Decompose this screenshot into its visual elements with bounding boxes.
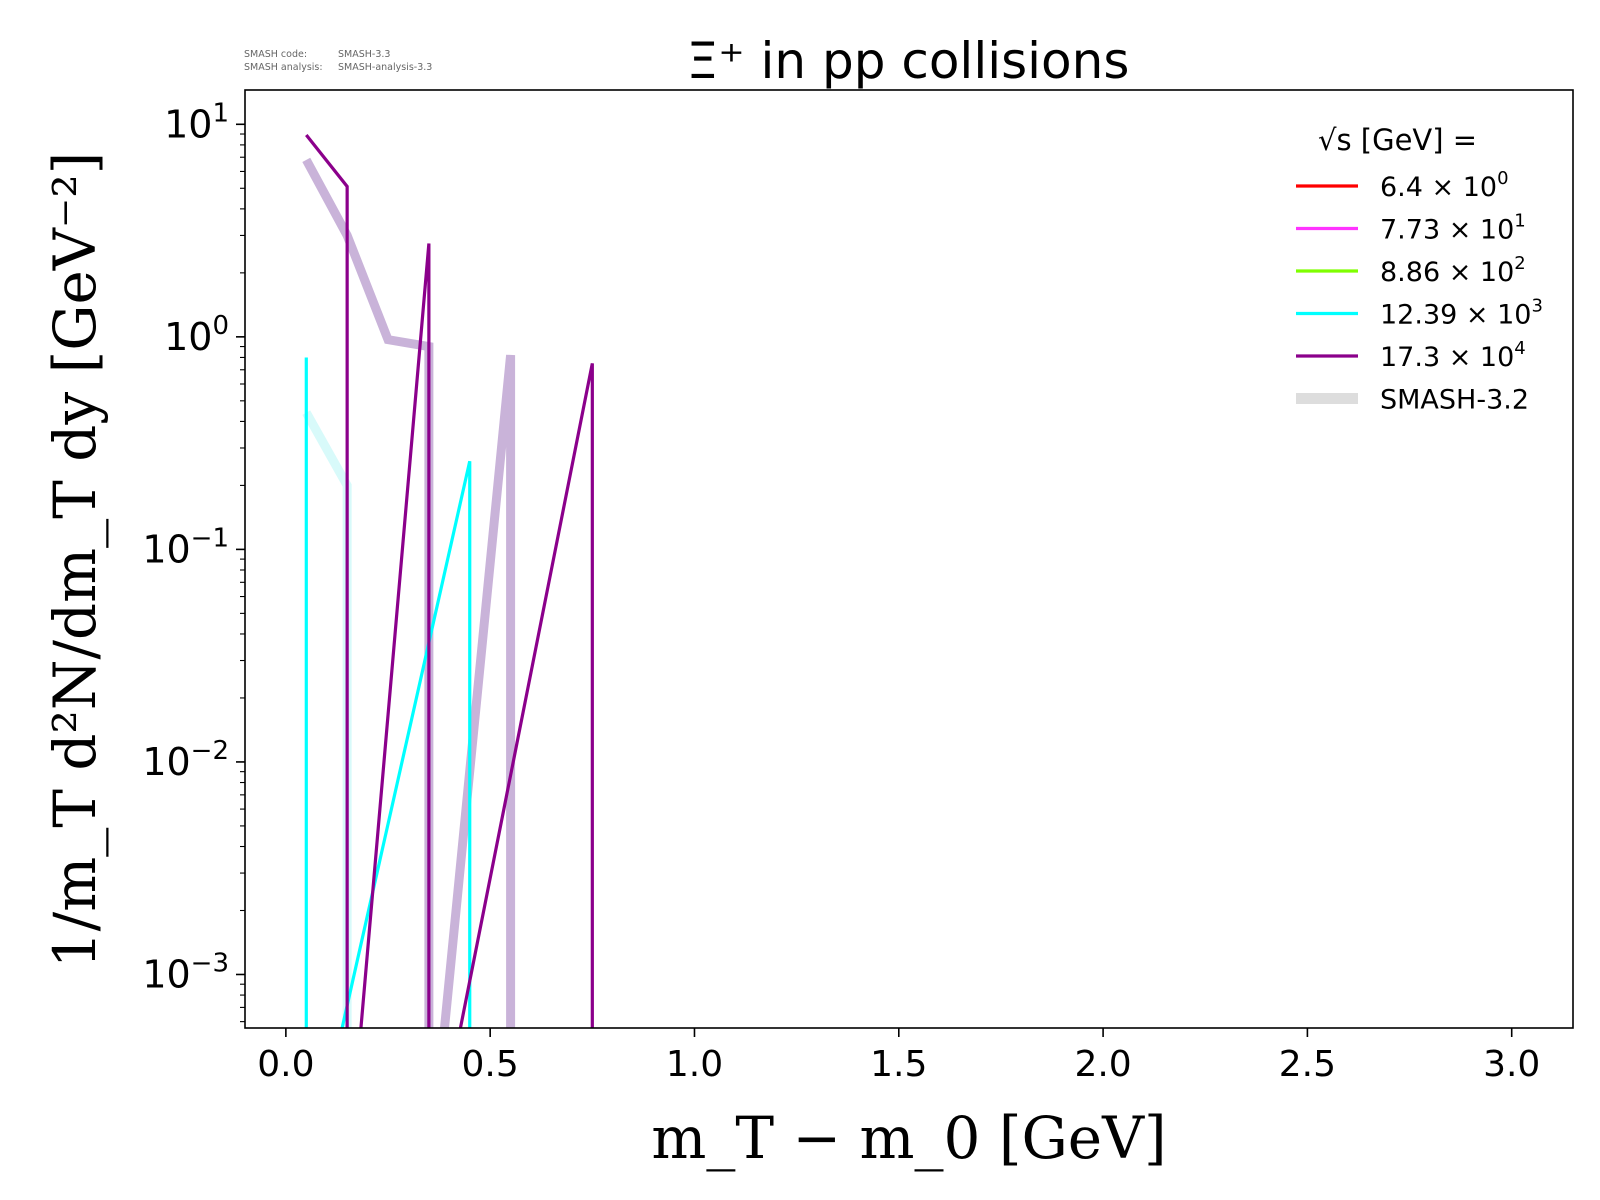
series-line-3 <box>304 357 472 1028</box>
y-tick-label: 101 <box>164 98 229 146</box>
code-label: SMASH code: <box>244 49 307 60</box>
y-tick-label: 10−3 <box>142 948 229 996</box>
series-line-4 <box>305 134 594 1028</box>
reference-series-line-0 <box>302 157 516 1028</box>
x-axis: 0.0 0.5 1.0 1.5 2.0 2.5 3.0 <box>257 1028 1540 1085</box>
legend: √s [GeV] = 6.4 × 100 7.73 × 101 8.86 × 102… <box>1296 123 1543 416</box>
x-tick-label: 0.5 <box>462 1044 519 1085</box>
chart-title: Ξ⁺ in pp collisions <box>687 32 1130 90</box>
x-tick-label: 2.0 <box>1074 1044 1131 1085</box>
y-tick-label: 10−1 <box>142 523 229 571</box>
y-axis: 101 100 10−1 10−2 10−3 <box>142 98 245 1023</box>
x-tick-label: 0.0 <box>257 1044 314 1085</box>
legend-label: 6.4 × 100 <box>1380 168 1509 203</box>
y-tick-label: 10−2 <box>142 736 229 784</box>
x-tick-label: 2.5 <box>1279 1044 1336 1085</box>
analysis-value: SMASH-analysis-3.3 <box>338 62 432 73</box>
analysis-label: SMASH analysis: <box>244 62 323 73</box>
x-tick-label: 1.0 <box>666 1044 723 1085</box>
y-axis-label: 1/m_T d²N/dm_T dy [GeV⁻²] <box>41 152 109 968</box>
x-tick-label: 3.0 <box>1483 1044 1540 1085</box>
legend-label: 12.39 × 103 <box>1380 296 1543 331</box>
y-tick-label: 100 <box>164 311 229 359</box>
legend-label: 8.86 × 102 <box>1380 253 1526 288</box>
reference-series-layer <box>302 157 516 1028</box>
legend-label: 7.73 × 101 <box>1380 211 1526 246</box>
legend-label: 17.3 × 104 <box>1380 338 1526 373</box>
plot-frame <box>244 89 1574 1029</box>
x-axis-label: m_T − m_0 [GeV] <box>651 1104 1166 1172</box>
code-value: SMASH-3.3 <box>338 49 390 60</box>
legend-label-reference: SMASH-3.2 <box>1380 385 1529 416</box>
series-layer <box>304 134 594 1028</box>
x-tick-label: 1.5 <box>870 1044 927 1085</box>
legend-title: √s [GeV] = <box>1318 123 1477 157</box>
